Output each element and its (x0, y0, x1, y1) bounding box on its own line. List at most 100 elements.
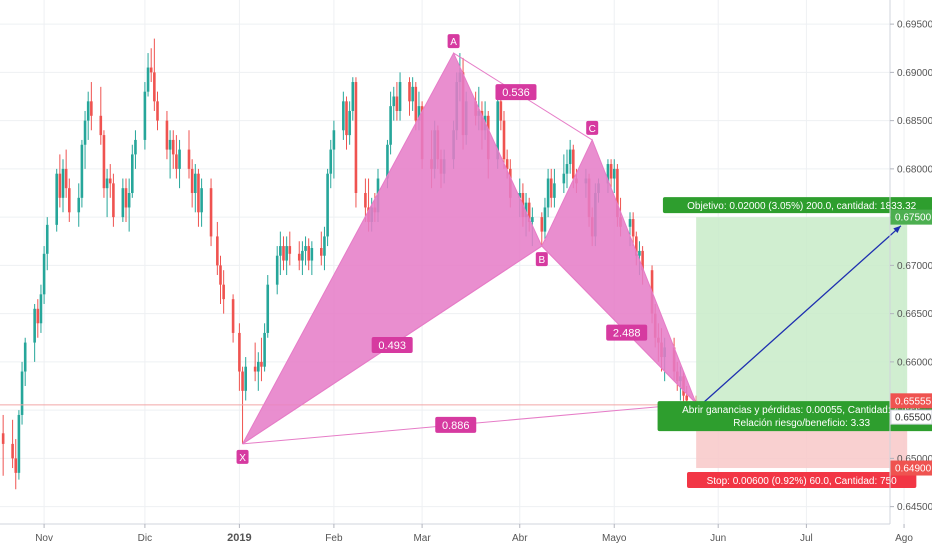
arrow-head (893, 225, 901, 234)
candle-body (80, 144, 84, 198)
candle-body (112, 183, 115, 218)
candle-body (266, 284, 270, 333)
y-tick-label: 0.68500 (897, 116, 932, 127)
candle-body (345, 101, 348, 136)
candle-body (263, 332, 266, 367)
y-tick-label: 0.69500 (897, 20, 932, 31)
candle-body (216, 236, 219, 266)
long-position-tool[interactable]: Objetivo: 0.02000 (3.05%) 200.0, cantida… (657, 197, 932, 489)
candle-body (143, 91, 147, 140)
candle-body (244, 366, 247, 391)
candle-body (527, 202, 531, 222)
target-label-box[interactable] (662, 197, 932, 214)
projection-arrow[interactable] (695, 225, 902, 410)
x-tick-label: Mayo (602, 533, 627, 544)
candle-body (209, 188, 213, 237)
candle-body (562, 173, 566, 184)
candle-body (175, 154, 178, 169)
candle-body (631, 219, 635, 237)
candle-body (20, 371, 24, 415)
candle-body (354, 82, 358, 194)
candle-body (323, 236, 326, 256)
x-tick-label: Dic (138, 533, 152, 544)
candle-body (285, 246, 288, 261)
candle-body (635, 236, 638, 256)
candle-body (165, 120, 169, 150)
candle-body (279, 246, 282, 256)
pattern-point-x[interactable] (236, 449, 249, 464)
candle-body (11, 443, 14, 459)
candle-body (108, 178, 112, 184)
candle-body (127, 193, 131, 208)
candle-body (304, 246, 307, 251)
candle-body (77, 197, 81, 213)
pattern-point-b[interactable] (535, 252, 548, 267)
candle-body (364, 193, 367, 208)
y-tick-label: 0.65000 (897, 454, 932, 465)
ratio-badge (371, 336, 413, 353)
candle-body (546, 178, 550, 208)
candle-body (332, 130, 336, 150)
candle-body (417, 106, 421, 121)
candle-body (606, 164, 610, 184)
pattern-point-c[interactable] (586, 120, 599, 135)
candle-body (17, 414, 21, 473)
candle-body (282, 246, 285, 261)
y-price-badge-label: 0.67500 (895, 213, 932, 224)
candle-body (502, 120, 506, 160)
candle-body (348, 110, 351, 136)
entry-label: Abrir ganancias y pérdidas: 0.00055, Can… (682, 405, 921, 416)
ratio-label: 2.488 (613, 328, 641, 340)
candle-body (616, 168, 619, 218)
y-tick-label: 0.68000 (897, 164, 932, 175)
candle-body (146, 67, 150, 92)
candle-body (124, 188, 128, 208)
candle-body (326, 173, 329, 237)
candle-body (14, 458, 18, 473)
x-tick-label: Jul (800, 533, 813, 544)
candle-body (194, 173, 197, 194)
entry-label-box[interactable] (657, 401, 932, 432)
candle-body (275, 255, 279, 285)
candle-body (408, 82, 411, 102)
candle-body (553, 183, 556, 198)
candle-body (23, 342, 27, 372)
candle-body (351, 82, 355, 111)
candle-body (329, 149, 333, 174)
x-tick-label: Jun (710, 533, 726, 544)
candle-body (171, 139, 175, 155)
candle-body (301, 250, 304, 261)
candle-body (222, 284, 225, 300)
candle-body (153, 72, 156, 102)
stop-label-box[interactable] (687, 472, 917, 489)
candle-body (310, 248, 314, 261)
candle-body (395, 96, 399, 111)
candle-body (288, 246, 292, 254)
ratio-badge (495, 84, 537, 101)
candle-body (178, 149, 181, 169)
y-price-badge-label: 0.64900 (895, 464, 932, 475)
ratio-label: 0.493 (378, 340, 406, 352)
candle-body (64, 168, 68, 189)
pattern-point-a[interactable] (447, 34, 460, 49)
pattern-point-label: X (239, 453, 246, 464)
candle-body (253, 366, 257, 372)
y-price-badge (890, 209, 932, 225)
candle-body (1, 433, 5, 444)
candle-body (190, 168, 194, 194)
y-price-badge (890, 409, 932, 425)
pattern-point-label: C (589, 124, 596, 135)
x-tick-label: Ago (895, 533, 913, 544)
candle-body (61, 168, 65, 198)
candle-body (134, 139, 137, 155)
x-tick-label: Abr (512, 533, 528, 544)
candle-body (90, 101, 93, 116)
candle-body (543, 207, 547, 232)
candle-body (389, 106, 392, 145)
candle-body (524, 202, 528, 218)
ratio-badge (606, 324, 648, 341)
x-tick-label: Feb (325, 533, 343, 544)
